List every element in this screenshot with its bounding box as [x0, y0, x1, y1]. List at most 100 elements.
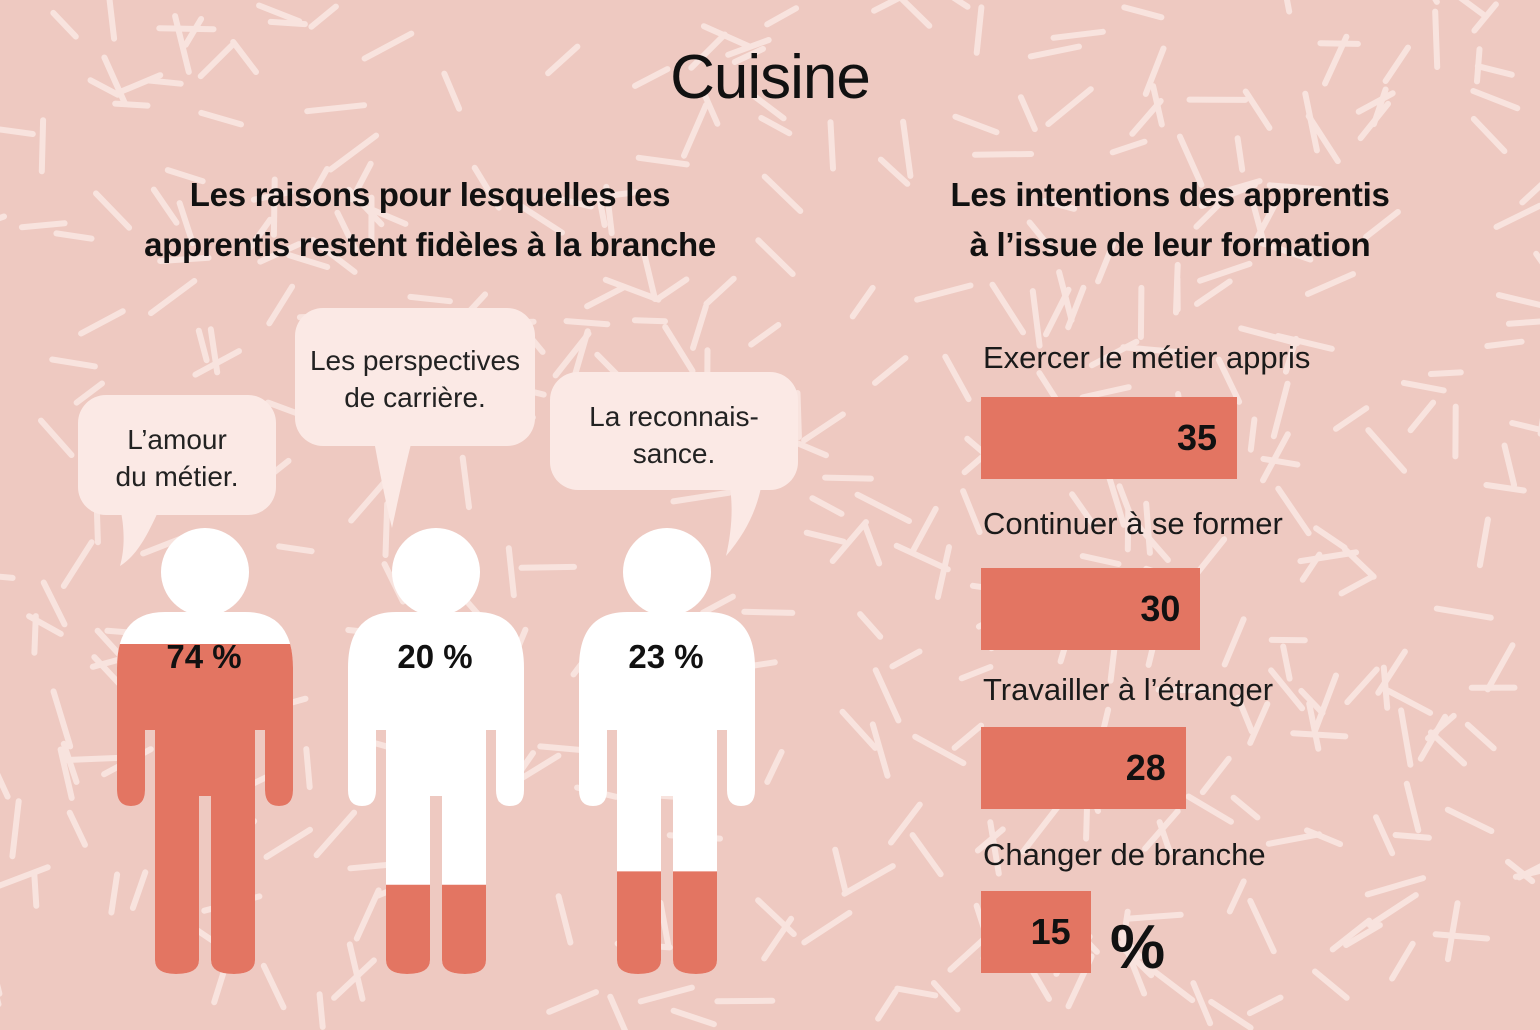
- pattern-stroke: [40, 579, 68, 628]
- pattern-stroke: [31, 613, 39, 656]
- bubble-text-career-prospects: Les perspectives de carrière.: [295, 342, 535, 416]
- pattern-stroke: [1069, 491, 1097, 529]
- pattern-stroke: [809, 495, 845, 517]
- pattern-stroke: [900, 118, 914, 179]
- pattern-stroke: [543, 192, 594, 210]
- pattern-stroke: [801, 411, 846, 444]
- pattern-stroke: [1317, 40, 1361, 47]
- right-subtitle-line-2: à l’issue de leur formation: [969, 226, 1371, 263]
- pattern-stroke: [731, 45, 766, 65]
- speech-bubble-recognition: [550, 372, 798, 556]
- pattern-stroke: [1109, 138, 1148, 156]
- pattern-stroke: [1056, 269, 1075, 324]
- pattern-stroke: [1464, 721, 1497, 752]
- pattern-stroke: [972, 151, 1035, 158]
- pct-label-career-prospects: 20 %: [397, 638, 473, 675]
- pattern-stroke: [1398, 707, 1414, 768]
- pattern-stroke: [987, 819, 1002, 877]
- pattern-stroke: [1156, 819, 1173, 856]
- pattern-stroke: [313, 809, 358, 859]
- pattern-stroke: [555, 893, 574, 946]
- pattern-stroke: [1029, 288, 1043, 349]
- pattern-stroke: [1252, 196, 1281, 244]
- pct-label-recognition: 23 %: [628, 638, 704, 675]
- left-subtitle-line-2: apprentis restent fidèles à la branche: [144, 226, 716, 263]
- pattern-stroke: [893, 542, 951, 573]
- pattern-stroke: [61, 754, 125, 764]
- pattern-stroke: [1235, 694, 1255, 735]
- pattern-stroke: [0, 573, 16, 581]
- pattern-stroke: [832, 846, 849, 894]
- pattern-stroke: [641, 253, 658, 302]
- pattern-stroke: [93, 190, 133, 231]
- pattern-stroke: [1304, 827, 1344, 848]
- pattern-stroke: [546, 989, 599, 1015]
- pattern-stroke: [894, 985, 939, 999]
- pattern-stroke: [50, 688, 74, 750]
- pattern-stroke: [1041, 198, 1078, 212]
- pattern-stroke: [657, 899, 672, 948]
- pattern-stroke: [1247, 897, 1277, 955]
- pattern-stroke: [1260, 455, 1301, 468]
- pattern-stroke: [192, 348, 242, 378]
- pattern-stroke: [1344, 666, 1380, 706]
- pattern-stroke: [1242, 88, 1273, 131]
- pattern-stroke: [1365, 427, 1408, 474]
- pattern-stroke: [1173, 261, 1181, 316]
- bubble-line: de carrière.: [344, 382, 486, 413]
- figure-recognition: [579, 528, 755, 974]
- pattern-stroke: [973, 4, 985, 56]
- pattern-stroke: [73, 380, 105, 406]
- bar-label-exercer: Exercer le métier appris: [983, 340, 1311, 375]
- pattern-stroke: [700, 593, 736, 616]
- pattern-stroke: [157, 254, 212, 264]
- pattern-stroke: [1280, 643, 1293, 682]
- pattern-stroke: [49, 356, 98, 370]
- pattern-stroke: [38, 117, 47, 175]
- pattern-stroke: [1382, 44, 1411, 84]
- pattern-stroke: [505, 545, 517, 599]
- pattern-stroke: [1389, 940, 1416, 982]
- bar-exercer: 35: [981, 397, 1237, 479]
- pattern-stroke: [761, 173, 804, 214]
- pattern-stroke: [909, 832, 944, 878]
- pattern-stroke: [1357, 100, 1391, 142]
- pattern-stroke: [211, 967, 227, 1006]
- pattern-stroke: [1302, 90, 1320, 154]
- pattern-stroke: [60, 539, 95, 589]
- pattern-stroke: [1505, 858, 1536, 885]
- pattern-stroke: [1333, 405, 1370, 432]
- pattern-stroke: [872, 355, 909, 386]
- pattern-stroke: [951, 0, 971, 10]
- pattern-stroke: [1297, 549, 1360, 565]
- pattern-stroke: [960, 488, 983, 536]
- bubble-line: du métier.: [115, 461, 239, 492]
- pattern-stroke: [310, 237, 358, 275]
- pattern-stroke: [1143, 500, 1153, 556]
- pattern-stroke: [889, 648, 923, 670]
- pattern-stroke: [670, 1007, 717, 1028]
- pattern-stroke: [725, 37, 772, 58]
- pattern-stroke: [1221, 616, 1247, 668]
- speech-bubble-career-prospects: [295, 308, 535, 528]
- pattern-stroke: [1470, 115, 1508, 155]
- pattern-stroke: [1120, 344, 1181, 355]
- pattern-stroke: [930, 980, 961, 1013]
- pattern-stroke: [1363, 209, 1401, 240]
- pattern-stroke: [829, 519, 869, 564]
- pattern-stroke: [50, 9, 79, 40]
- pattern-stroke: [748, 322, 782, 348]
- pattern-stroke: [1433, 605, 1494, 621]
- pattern-stroke: [349, 160, 374, 203]
- pattern-stroke: [197, 42, 235, 80]
- right-subtitle-line-1: Les intentions des apprentis: [950, 176, 1390, 213]
- bubble-line: L’amour: [127, 424, 227, 455]
- pattern-stroke: [1501, 442, 1518, 489]
- page-title: Cuisine: [670, 43, 871, 112]
- pattern-stroke: [1176, 133, 1205, 188]
- bar-value-continuer: 30: [1140, 588, 1181, 629]
- pattern-stroke: [1185, 793, 1234, 825]
- pattern-stroke: [1116, 930, 1143, 960]
- pattern-stroke: [1298, 687, 1326, 716]
- figure-fill-career-prospects: [386, 884, 486, 974]
